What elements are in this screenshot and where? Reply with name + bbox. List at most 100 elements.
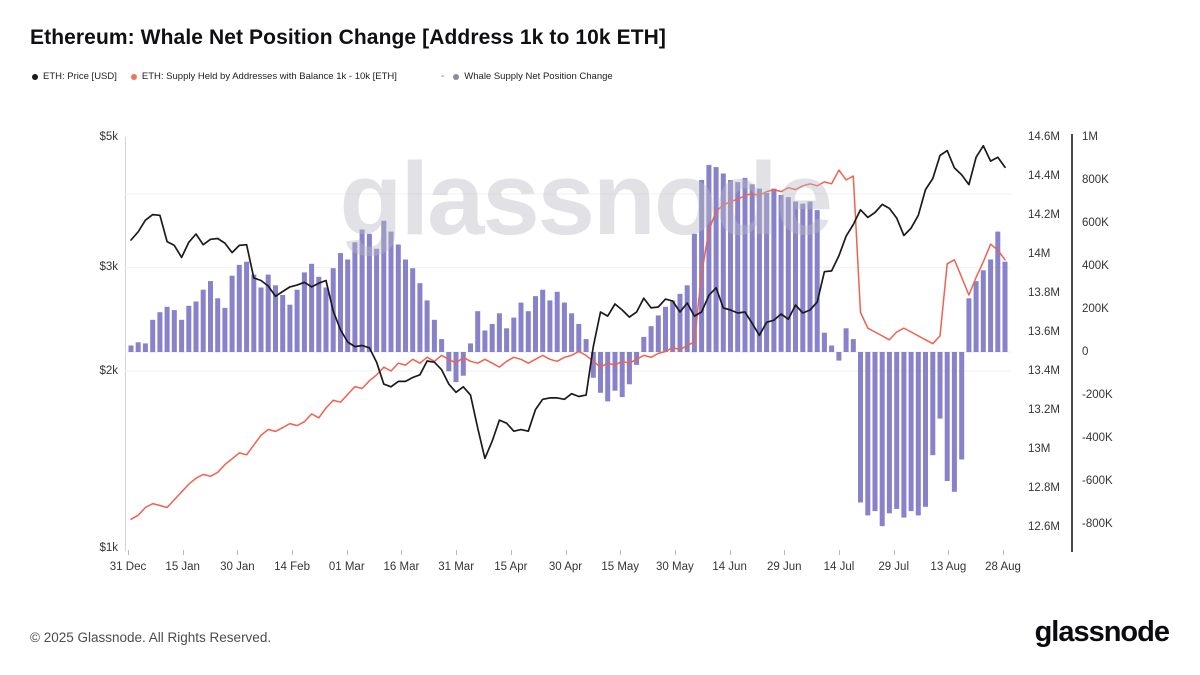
net-position-bar[interactable] [966,298,972,353]
net-position-bar[interactable] [561,302,567,352]
net-position-bar[interactable] [843,328,849,352]
net-position-bar[interactable] [489,324,495,352]
net-position-bar[interactable] [735,182,741,352]
net-position-bar[interactable] [128,345,134,353]
net-position-bar[interactable] [879,352,885,527]
net-position-bar[interactable] [244,261,250,352]
net-position-bar[interactable] [468,343,473,352]
legend-item-supply[interactable]: ETH: Supply Held by Addresses with Balan… [130,71,397,82]
net-position-bar[interactable] [713,167,719,352]
net-position-bar[interactable] [280,295,286,352]
net-position-bar[interactable] [655,315,661,352]
net-position-bar[interactable] [511,317,517,352]
net-position-bar[interactable] [677,293,683,352]
net-position-bar[interactable] [641,336,647,352]
net-position-bar[interactable] [395,244,401,353]
net-position-bar[interactable] [764,192,770,352]
net-position-bar[interactable] [944,352,950,481]
net-position-bar[interactable] [533,296,538,352]
chart-plot-area[interactable] [125,137,1011,550]
net-position-bar[interactable] [699,180,705,352]
net-position-bar[interactable] [179,319,185,353]
net-position-bar[interactable] [287,304,293,352]
net-position-bar[interactable] [200,289,206,352]
net-position-bar[interactable] [525,311,531,352]
net-position-bar[interactable] [619,352,625,398]
net-position-bar[interactable] [850,339,856,352]
net-position-bar[interactable] [894,352,900,509]
net-position-bar[interactable] [569,313,575,352]
net-position-bar[interactable] [872,352,878,512]
net-position-bar[interactable] [951,352,957,492]
net-position-bar[interactable] [323,287,329,353]
net-position-bar[interactable] [345,259,351,353]
net-position-bar[interactable] [821,332,827,352]
net-position-bar[interactable] [475,311,481,352]
net-position-bar[interactable] [496,313,502,352]
net-position-bar[interactable] [756,188,762,352]
net-position-bar[interactable] [142,343,148,352]
net-position-bar[interactable] [157,312,163,352]
chart-canvas[interactable] [125,137,1011,550]
net-position-bar[interactable] [439,339,445,352]
net-position-bar[interactable] [273,285,278,352]
net-position-bar[interactable] [937,352,943,419]
net-position-bar[interactable] [626,352,632,385]
net-position-bar[interactable] [785,197,791,352]
net-position-bar[interactable] [215,298,221,353]
net-position-bar[interactable] [612,352,618,391]
net-position-bar[interactable] [352,242,358,352]
net-position-bar[interactable] [691,233,697,353]
net-position-bar[interactable] [663,306,668,352]
net-position-bar[interactable] [605,352,611,402]
net-position-bar[interactable] [164,306,170,352]
net-position-bar[interactable] [814,210,820,352]
net-position-bar[interactable] [135,342,141,352]
net-position-bar[interactable] [980,270,986,352]
net-position-bar[interactable] [150,319,156,353]
net-position-bar[interactable] [460,352,466,376]
net-position-bar[interactable] [301,272,307,352]
net-position-bar[interactable] [800,203,806,352]
net-position-bar[interactable] [886,352,892,514]
net-position-bar[interactable] [598,352,603,393]
net-position-bar[interactable] [1002,261,1008,352]
net-position-bar[interactable] [403,259,408,353]
legend-item-price[interactable]: ETH: Price [USD] [32,71,117,82]
net-position-bar[interactable] [374,248,380,352]
net-position-bar[interactable] [706,164,712,352]
net-position-bar[interactable] [424,300,430,352]
net-position-bar[interactable] [504,328,510,352]
net-position-bar[interactable] [359,229,365,353]
net-position-bar[interactable] [431,319,437,353]
net-position-bar[interactable] [771,188,777,352]
net-position-bar[interactable] [923,352,928,507]
net-position-bar[interactable] [807,201,813,353]
net-position-bar[interactable] [749,184,755,352]
net-position-bar[interactable] [988,259,994,353]
net-position-bar[interactable] [316,276,322,353]
net-position-bar[interactable] [547,300,553,352]
net-position-bar[interactable] [222,307,228,352]
net-position-bar[interactable] [294,289,300,352]
net-position-bar[interactable] [973,281,979,352]
net-position-bar[interactable] [540,289,546,352]
net-position-bar[interactable] [995,231,1001,352]
net-position-bar[interactable] [338,253,343,352]
net-position-bar[interactable] [554,291,560,352]
net-position-bar[interactable] [778,195,784,352]
net-position-bar[interactable] [366,233,372,353]
net-position-bar[interactable] [229,275,235,352]
net-position-bar[interactable] [251,274,257,352]
net-position-bar[interactable] [518,302,524,352]
net-position-bar[interactable] [930,352,936,456]
net-position-bar[interactable] [381,220,387,352]
net-position-bar[interactable] [901,352,907,518]
net-position-bar[interactable] [193,301,199,353]
net-position-bar[interactable] [959,352,965,460]
net-position-bar[interactable] [236,264,242,352]
net-position-bar[interactable] [908,352,914,512]
net-position-bar[interactable] [186,305,192,352]
net-position-bar[interactable] [446,352,452,372]
legend-item-net-position[interactable]: Whale Supply Net Position Change [453,71,613,82]
